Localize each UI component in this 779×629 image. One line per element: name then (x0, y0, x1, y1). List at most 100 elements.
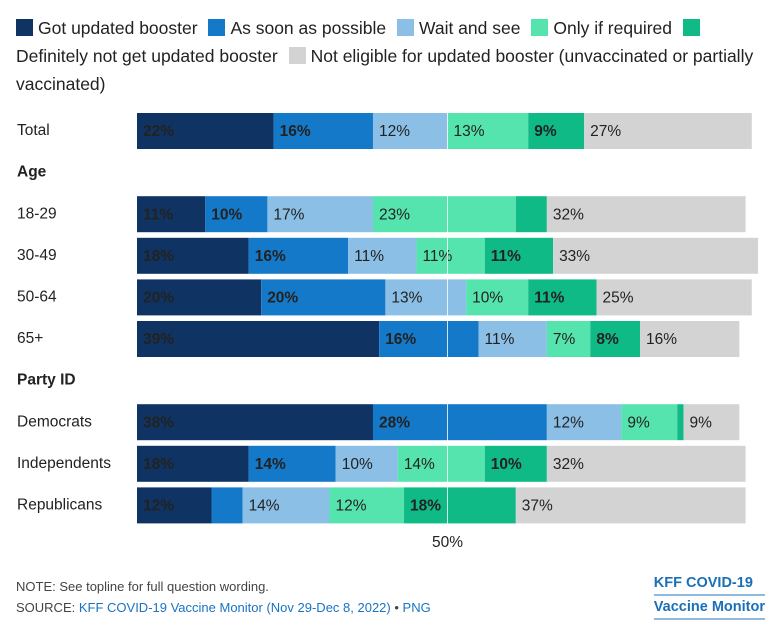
value-label: 22% (143, 123, 174, 140)
source-link[interactable]: KFF COVID-19 Vaccine Monitor (Nov 29-Dec… (78, 600, 391, 615)
bar-segment (379, 321, 479, 357)
separator: • (394, 600, 399, 615)
value-label: 16% (255, 248, 286, 265)
value-label: 17% (273, 206, 304, 223)
value-label: 37% (522, 497, 553, 514)
bar-segment (205, 196, 268, 233)
group-header: Party ID (17, 372, 76, 389)
bar-segment (546, 445, 746, 482)
value-label: 11% (534, 289, 564, 306)
bar-segment (385, 279, 467, 316)
value-label: 9% (534, 123, 557, 140)
bar-segment (248, 237, 349, 274)
bar-segment (248, 445, 336, 482)
value-label: 32% (553, 456, 584, 473)
bar-segment (683, 404, 740, 441)
legend-swatch (288, 47, 306, 64)
bar-segment (466, 279, 529, 316)
bar-segment (137, 237, 249, 274)
format-link[interactable]: PNG (402, 600, 431, 615)
bar-segment (515, 487, 746, 524)
bar-segment (553, 237, 758, 274)
bar-segment (267, 196, 373, 233)
value-label: 16% (280, 123, 311, 140)
value-label: 14% (404, 456, 435, 473)
category-label: Independents (17, 455, 111, 472)
bar-segment (404, 487, 516, 524)
value-label: 7% (553, 331, 576, 348)
value-label: 13% (391, 289, 422, 306)
value-label: 14% (249, 497, 280, 514)
value-label: 38% (143, 414, 174, 431)
value-label: 8% (596, 331, 619, 348)
value-label: 18% (410, 497, 441, 514)
category-label: Democrats (17, 413, 92, 430)
legend-label: Definitely not get updated booster (16, 46, 278, 66)
footer: NOTE: See topline for full question word… (16, 576, 431, 618)
value-label: 11% (422, 248, 452, 265)
value-label: 12% (379, 123, 410, 140)
value-label: 14% (255, 456, 286, 473)
bar-segment (416, 237, 485, 274)
value-label: 20% (143, 289, 174, 306)
bar-segment (447, 113, 529, 149)
bar-segment (211, 487, 243, 524)
value-label: 12% (143, 497, 174, 514)
bar-segment (528, 113, 585, 149)
bar-segment (640, 321, 740, 357)
legend-item: Not eligible for updated booster (unvacc… (16, 46, 753, 94)
value-label: 18% (143, 456, 174, 473)
legend-swatch (16, 19, 33, 36)
source-prefix: SOURCE: (16, 600, 76, 615)
bar-segment (584, 113, 752, 149)
bar-segment (137, 321, 380, 357)
legend-item: Only if required (531, 18, 672, 38)
bar-segment (484, 237, 554, 274)
bar-segment (546, 404, 622, 441)
bar-segment (484, 445, 547, 482)
value-label: 12% (336, 497, 367, 514)
value-label: 9% (627, 414, 650, 431)
legend-label: Only if required (553, 18, 673, 38)
category-label: Total (17, 122, 50, 139)
value-label: 33% (559, 248, 590, 265)
category-label: 30-49 (17, 247, 57, 264)
bar-segment (372, 113, 448, 149)
category-label: Republicans (17, 496, 103, 513)
legend-swatch (396, 19, 414, 36)
source: SOURCE: KFF COVID-19 Vaccine Monitor (No… (16, 597, 431, 618)
value-label: 11% (354, 248, 384, 265)
bar-segment (515, 196, 547, 233)
logo-line: Vaccine Monitor (653, 596, 765, 620)
value-label: 10% (472, 289, 503, 306)
bar-segment (273, 113, 373, 149)
bar-segment (261, 279, 386, 316)
bar-segment (590, 321, 641, 357)
bar-segment (372, 404, 547, 441)
value-label: 32% (553, 206, 584, 223)
value-label: 11% (485, 331, 515, 348)
category-label: 65+ (17, 330, 43, 347)
note: NOTE: See topline for full question word… (16, 579, 269, 594)
legend-label: As soon as possible (230, 18, 387, 38)
legend-label: Wait and see (418, 18, 521, 38)
value-label: 20% (267, 289, 298, 306)
bar-segment (137, 404, 373, 441)
legend-label: Got updated booster (38, 18, 198, 38)
bar-segment (372, 196, 516, 233)
bar-segment (137, 487, 212, 524)
legend: Got updated booster As soon as possible … (16, 14, 776, 98)
value-label: 18% (143, 248, 174, 265)
value-label: 10% (342, 456, 373, 473)
legend-swatch (682, 19, 700, 36)
bar-segment (397, 445, 485, 482)
bar-segment (596, 279, 752, 316)
x-tick-label: 50% (432, 534, 463, 551)
bar-segment (677, 404, 684, 441)
value-label: 27% (590, 123, 621, 140)
category-label: 18-29 (17, 205, 57, 222)
bar-segment (478, 321, 547, 357)
value-label: 25% (603, 289, 634, 306)
value-label: 12% (553, 414, 584, 431)
